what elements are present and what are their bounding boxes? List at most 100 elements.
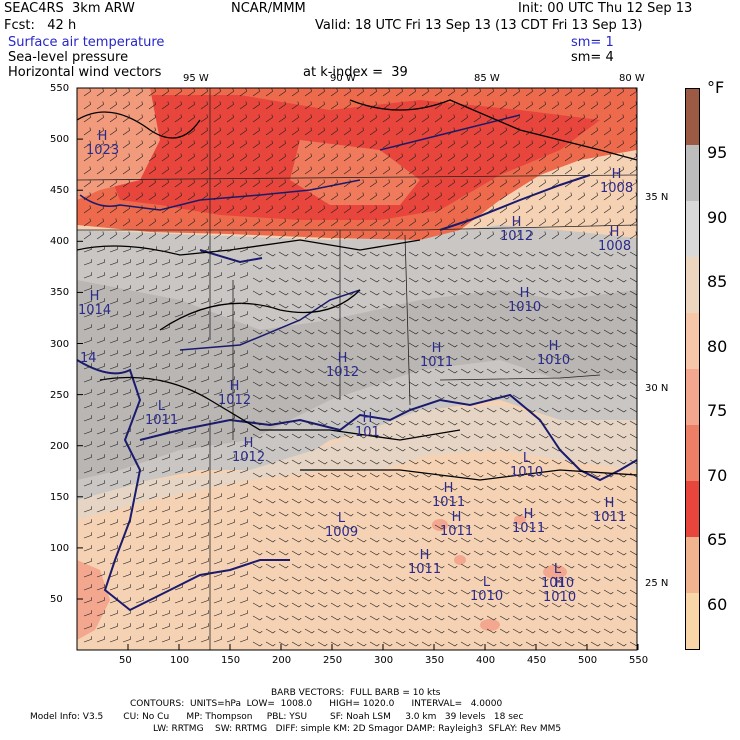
wind-barb <box>525 290 536 296</box>
wind-barb <box>408 127 416 136</box>
wind-barb <box>499 192 507 201</box>
wind-barb <box>239 454 248 461</box>
wind-barb <box>239 192 247 201</box>
wind-barb <box>564 524 575 530</box>
wind-barb <box>304 329 315 335</box>
wind-barb <box>551 381 562 387</box>
wind-barb <box>161 298 170 305</box>
wind-barb <box>96 532 105 539</box>
wind-barb <box>538 179 546 188</box>
wind-barb <box>200 571 209 578</box>
wind-barb <box>512 576 523 582</box>
wind-barb <box>343 101 351 110</box>
wind-barb <box>421 127 429 136</box>
wind-barb <box>395 114 403 123</box>
wind-barb <box>408 140 416 149</box>
wind-barb <box>486 277 497 283</box>
wind-barb <box>304 231 312 240</box>
wind-barb <box>109 636 118 643</box>
wind-barb <box>616 192 624 201</box>
wind-barb <box>603 433 614 439</box>
wind-barb <box>499 550 510 556</box>
wind-barb <box>200 610 209 617</box>
x-tick-label: 100 <box>170 655 190 666</box>
wind-barb <box>356 127 364 136</box>
wind-barb <box>343 576 354 582</box>
wind-barb <box>382 433 393 439</box>
wind-barb <box>96 415 105 422</box>
wind-barb <box>317 231 325 240</box>
wind-barb <box>434 290 445 296</box>
wind-barb <box>226 88 234 97</box>
wind-barb <box>213 571 222 578</box>
wind-barb <box>538 472 549 478</box>
wind-barb <box>291 127 299 136</box>
wind-barb <box>590 88 598 97</box>
wind-barb <box>551 485 562 491</box>
wind-barb <box>239 597 248 604</box>
wind-barb <box>486 303 497 309</box>
wind-barb <box>395 511 406 517</box>
pressure-center-value: 1012 <box>218 393 252 408</box>
wind-barb <box>200 337 209 344</box>
y-tick-label: 200 <box>50 440 70 452</box>
wind-barb <box>421 179 429 188</box>
wind-barb <box>447 459 458 465</box>
pressure-center-label: H 1011 <box>512 508 545 536</box>
wind-barb <box>421 394 432 400</box>
wind-barb <box>174 571 183 578</box>
wind-barb <box>213 101 221 110</box>
wind-barb <box>538 615 549 621</box>
wind-barb <box>577 114 585 123</box>
wind-barb <box>343 498 354 504</box>
wind-barb <box>525 641 536 647</box>
wind-barb <box>460 485 471 491</box>
wind-barb <box>434 602 445 608</box>
wind-barb <box>434 114 442 123</box>
wind-barb <box>408 394 419 400</box>
wind-barb <box>135 467 144 474</box>
wind-barb <box>408 264 419 270</box>
wind-barb <box>226 153 234 162</box>
wind-barb <box>551 88 559 97</box>
pressure-center-label: L 1010 <box>510 452 543 480</box>
wind-barb <box>343 472 354 478</box>
contour-legend: CONTOURS: UNITS=hPa LOW= 1008.0 HIGH= 10… <box>130 699 503 709</box>
wind-barb <box>135 101 143 110</box>
wind-barb <box>577 342 588 348</box>
wind-barb <box>408 550 419 556</box>
wind-barb <box>421 329 432 335</box>
wind-barb <box>109 350 118 357</box>
wind-barb <box>616 524 627 530</box>
wind-barb <box>382 114 390 123</box>
wind-barb <box>122 519 131 526</box>
wind-barb <box>213 558 222 565</box>
wind-barb <box>356 179 364 188</box>
wind-barb <box>486 192 494 201</box>
wind-barb <box>83 376 92 383</box>
wind-barb <box>330 485 341 491</box>
wind-barb <box>83 493 92 500</box>
wind-barb <box>460 576 471 582</box>
wind-barb <box>96 389 105 396</box>
wind-barb <box>486 511 497 517</box>
wind-barb <box>395 394 406 400</box>
wind-barb <box>252 140 260 149</box>
wind-barb <box>460 342 471 348</box>
wind-barb <box>343 114 351 123</box>
wind-barb <box>434 381 445 387</box>
wind-barb <box>226 272 235 279</box>
wind-barb <box>486 355 497 361</box>
wind-barb <box>213 324 222 331</box>
wind-barb <box>408 407 419 413</box>
wind-barb <box>616 303 627 309</box>
wind-barb <box>616 589 627 595</box>
wind-barb <box>499 114 507 123</box>
wind-barb <box>96 127 104 136</box>
wind-barb <box>616 628 627 634</box>
wind-barb <box>486 381 497 387</box>
wind-barb <box>590 179 598 188</box>
wind-barb <box>447 277 458 283</box>
wind-barb <box>278 472 289 478</box>
pressure-center-value: 1010 <box>508 300 542 315</box>
